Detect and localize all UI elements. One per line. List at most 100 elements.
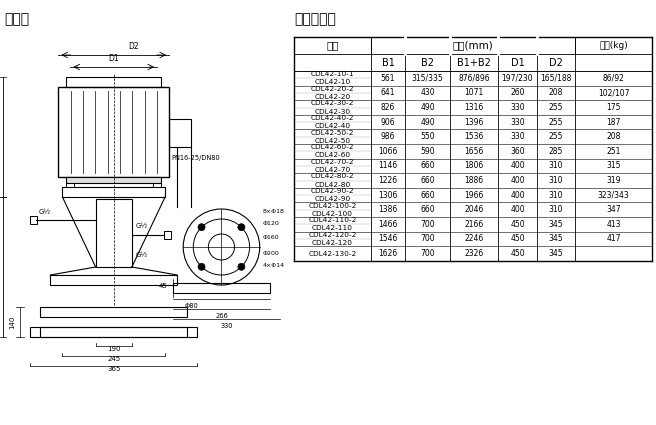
Text: 45: 45: [158, 283, 167, 289]
Text: 345: 345: [548, 220, 564, 229]
Text: 826: 826: [381, 103, 395, 112]
Text: 1536: 1536: [464, 132, 483, 141]
Text: 208: 208: [606, 132, 621, 141]
Text: 365: 365: [107, 366, 121, 372]
Text: 345: 345: [548, 249, 564, 258]
Text: CDL42-40: CDL42-40: [314, 123, 350, 129]
Text: 345: 345: [548, 235, 564, 244]
Text: B1+B2: B1+B2: [457, 57, 491, 68]
Text: CDL42-10: CDL42-10: [314, 79, 350, 85]
Circle shape: [238, 224, 245, 231]
Text: D2: D2: [129, 42, 139, 51]
Text: 315/335: 315/335: [411, 74, 443, 83]
Text: 型号: 型号: [326, 40, 338, 51]
Bar: [51, 275, 177, 285]
Text: 1806: 1806: [464, 162, 483, 170]
Text: CDL42-130-2: CDL42-130-2: [308, 250, 357, 257]
Text: 187: 187: [606, 118, 621, 127]
Circle shape: [198, 224, 205, 231]
Text: 323/343: 323/343: [598, 190, 629, 200]
Bar: [30, 216, 37, 224]
Text: 310: 310: [548, 162, 563, 170]
Text: 400: 400: [510, 205, 525, 214]
Text: 561: 561: [380, 74, 396, 83]
Text: 660: 660: [420, 205, 435, 214]
Bar: [164, 231, 171, 239]
Text: 尺寸(mm): 尺寸(mm): [453, 40, 493, 51]
Text: Φ160: Φ160: [262, 235, 279, 240]
Text: CDL42-60: CDL42-60: [314, 153, 350, 159]
Text: 330: 330: [220, 323, 233, 329]
Text: CDL42-50: CDL42-50: [314, 138, 350, 144]
Text: 450: 450: [510, 249, 525, 258]
Text: CDL42-40-2: CDL42-40-2: [311, 115, 354, 121]
Text: 1396: 1396: [464, 118, 483, 127]
Circle shape: [198, 264, 205, 270]
Text: 190: 190: [107, 346, 121, 352]
Text: 330: 330: [510, 132, 525, 141]
Text: CDL42-60-2: CDL42-60-2: [311, 144, 354, 150]
Text: CDL42-100-2: CDL42-100-2: [308, 203, 357, 209]
Bar: [173, 283, 270, 293]
Text: 255: 255: [548, 118, 563, 127]
Text: 660: 660: [420, 176, 435, 185]
Text: 590: 590: [420, 147, 435, 156]
Bar: [96, 199, 132, 267]
Text: 266: 266: [215, 313, 228, 319]
Text: CDL42-30-2: CDL42-30-2: [311, 100, 354, 106]
Text: 1066: 1066: [379, 147, 398, 156]
Text: 255: 255: [548, 132, 563, 141]
Text: 660: 660: [420, 190, 435, 200]
Text: 245: 245: [107, 356, 120, 362]
Text: 330: 330: [510, 103, 525, 112]
Text: 102/107: 102/107: [598, 88, 629, 97]
Text: Φ80: Φ80: [184, 303, 198, 309]
Text: CDL42-70-2: CDL42-70-2: [310, 159, 354, 165]
Text: 255: 255: [548, 103, 563, 112]
Text: 285: 285: [548, 147, 563, 156]
Text: 1071: 1071: [464, 88, 483, 97]
Text: CDL42-20-2: CDL42-20-2: [310, 86, 354, 92]
Bar: [66, 177, 161, 183]
Text: D1: D1: [510, 57, 524, 68]
Text: CDL42-120-2: CDL42-120-2: [308, 232, 357, 238]
Text: 1226: 1226: [379, 176, 398, 185]
Text: CDL42-90-2: CDL42-90-2: [310, 188, 354, 194]
Text: PN16-25/DN80: PN16-25/DN80: [171, 155, 220, 161]
Text: B2: B2: [421, 57, 434, 68]
Text: CDL42-80: CDL42-80: [314, 181, 350, 188]
Text: G½: G½: [136, 223, 148, 229]
Bar: [169, 119, 192, 147]
Text: CDL42-10-1: CDL42-10-1: [310, 71, 354, 77]
Text: 430: 430: [420, 88, 435, 97]
Text: 260: 260: [510, 88, 525, 97]
Text: 1316: 1316: [464, 103, 483, 112]
Text: 413: 413: [606, 220, 621, 229]
Text: 360: 360: [510, 147, 525, 156]
Text: 86/92: 86/92: [603, 74, 625, 83]
Text: 1886: 1886: [464, 176, 483, 185]
Text: 2046: 2046: [464, 205, 483, 214]
Text: Φ200: Φ200: [262, 251, 279, 256]
Text: CDL42-100: CDL42-100: [312, 211, 353, 217]
Text: CDL42-120: CDL42-120: [312, 240, 353, 246]
Circle shape: [238, 264, 245, 270]
Text: 700: 700: [420, 220, 435, 229]
Text: 700: 700: [420, 235, 435, 244]
Bar: [40, 327, 187, 337]
Bar: [58, 87, 169, 177]
Text: 906: 906: [380, 118, 396, 127]
Text: 140: 140: [9, 315, 15, 329]
Text: G½: G½: [136, 252, 148, 258]
Text: G½: G½: [38, 209, 51, 215]
Bar: [62, 187, 165, 197]
Text: CDL42-20: CDL42-20: [314, 94, 350, 100]
Text: 1966: 1966: [464, 190, 483, 200]
Text: 175: 175: [606, 103, 621, 112]
Text: 417: 417: [606, 235, 621, 244]
Text: 400: 400: [510, 176, 525, 185]
Text: B2: B2: [0, 131, 3, 142]
Text: 重量(kg): 重量(kg): [599, 41, 628, 50]
Text: 8×Φ18: 8×Φ18: [262, 209, 285, 214]
Text: 641: 641: [380, 88, 396, 97]
